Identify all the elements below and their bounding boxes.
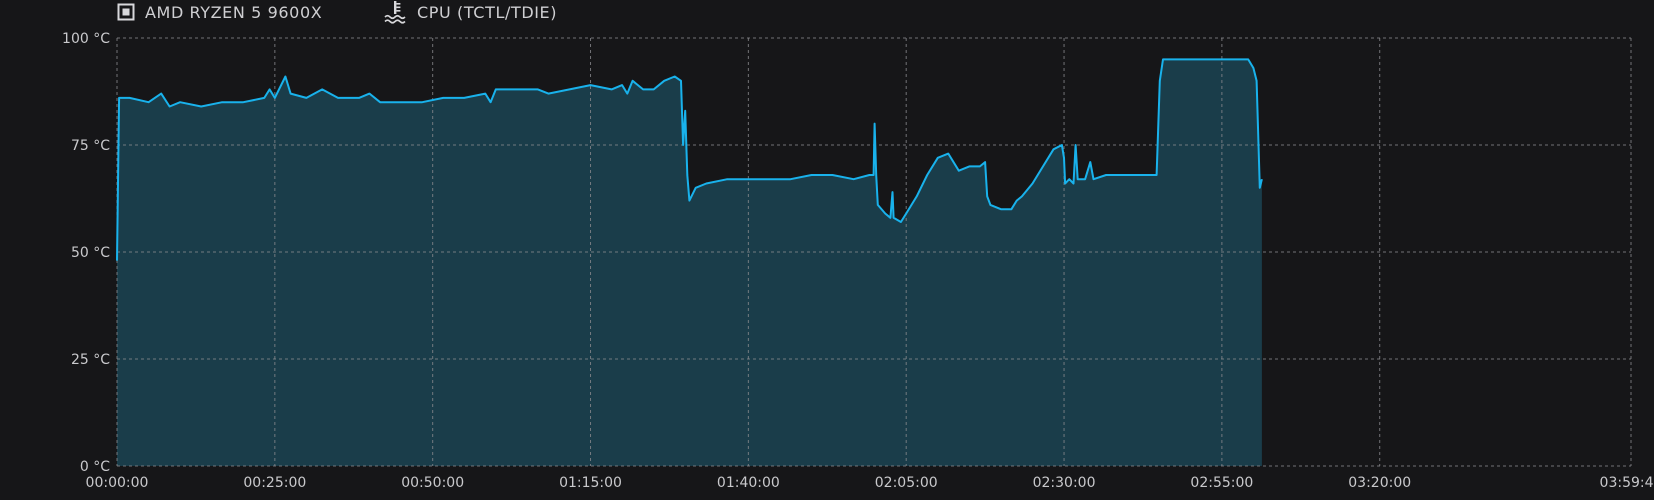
series-area-fill <box>117 59 1262 467</box>
legend-chip-label: AMD RYZEN 5 9600X <box>145 2 323 22</box>
cpu-chip-icon <box>117 3 135 21</box>
x-tick-label: 01:15:00 <box>559 475 622 491</box>
x-tick-label: 02:05:00 <box>875 475 938 491</box>
x-tick-label: 03:20:00 <box>1348 475 1411 491</box>
x-tick-label: 00:25:00 <box>243 475 306 491</box>
y-tick-label: 100 °C <box>62 31 110 47</box>
legend-sensor-label: CPU (TCTL/TDIE) <box>417 2 558 22</box>
y-tick-label: 75 °C <box>71 138 110 154</box>
series-line <box>116 58 1263 261</box>
x-tick-label: 00:50:00 <box>401 475 464 491</box>
axis-labels: 0 °C 25 °C 50 °C 75 °C 100 °C 00:00:00 00:25:0… <box>62 31 1654 491</box>
y-tick-label: 50 °C <box>71 245 110 261</box>
grid <box>116 37 1632 467</box>
legend-item-chip[interactable]: AMD RYZEN 5 9600X <box>117 0 322 24</box>
x-tick-label: 02:30:00 <box>1033 475 1096 491</box>
legend-item-sensor[interactable]: CPU (TCTL/TDIE) <box>383 0 557 24</box>
temperature-icon <box>383 0 407 24</box>
x-tick-label: 02:55:00 <box>1190 475 1253 491</box>
y-tick-label: 0 °C <box>80 459 110 475</box>
y-tick-label: 25 °C <box>71 352 110 368</box>
plot-area <box>117 59 1262 467</box>
x-tick-label: 00:00:00 <box>86 475 149 491</box>
x-tick-label: 01:40:00 <box>717 475 780 491</box>
x-tick-label: 03:59:48 <box>1600 475 1654 491</box>
